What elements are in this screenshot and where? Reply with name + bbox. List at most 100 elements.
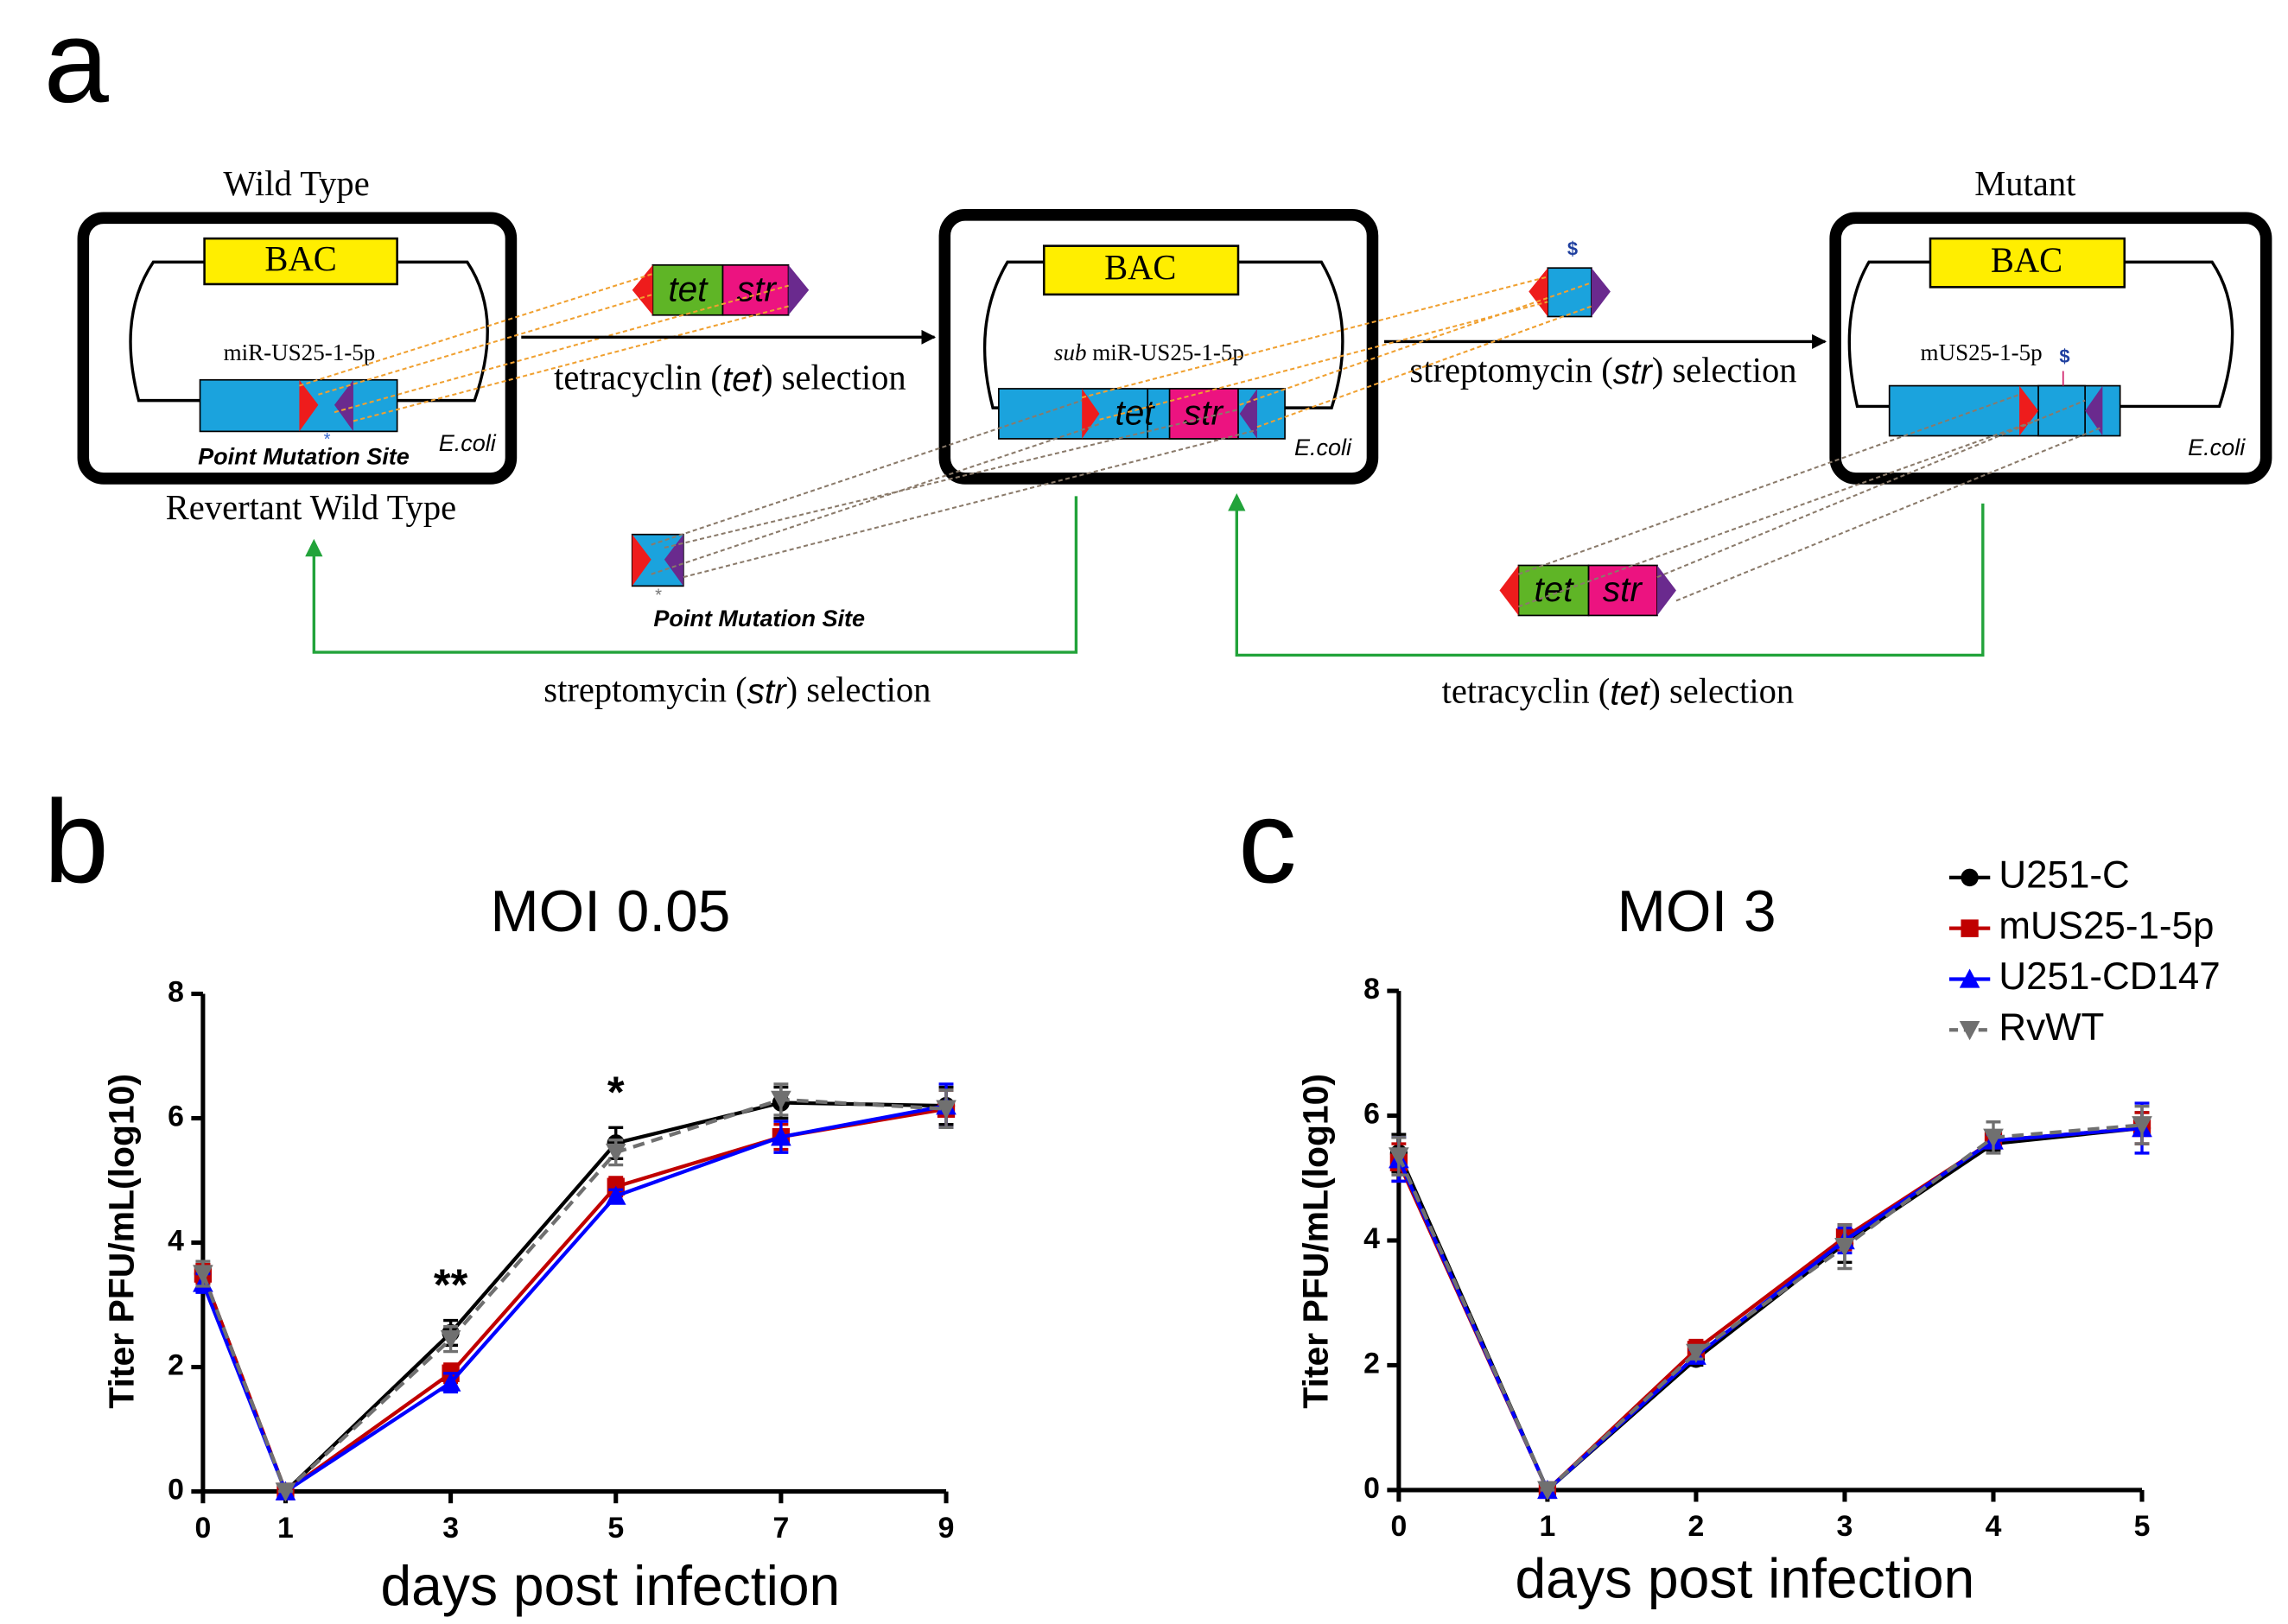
purple-site	[664, 534, 683, 587]
selection-label: tetracyclin (tet) selection	[554, 358, 906, 399]
green-arrow	[1228, 492, 1985, 657]
x-tick-label: 9	[938, 1512, 955, 1545]
bac-box	[203, 237, 398, 286]
legend-label: U251-CD147	[1999, 955, 2220, 998]
tet-box	[1517, 564, 1590, 617]
series-line	[200, 1097, 947, 1495]
series-line	[1396, 1126, 2143, 1494]
wild-type-label: Wild Type	[223, 164, 369, 203]
red-site	[2019, 385, 2039, 436]
purple-site	[1656, 565, 1676, 616]
str-box	[721, 263, 790, 316]
legend-marker	[1959, 968, 1980, 988]
sub-site: miR-US25-1-5p	[1086, 339, 1243, 365]
bac-label: BAC	[1991, 240, 2062, 279]
bac-box	[1042, 244, 1240, 296]
chart: c MOI 3 days post infection Titer PFU/mL(lo…	[1238, 776, 2221, 1610]
marker	[936, 1100, 957, 1120]
red-site	[632, 534, 651, 587]
x-tick-label: 1	[1540, 1510, 1556, 1543]
selection-prefix: streptomycin (	[1409, 351, 1612, 390]
ecoli-label: E.coli	[439, 429, 497, 456]
str-box	[1587, 564, 1658, 617]
selection-suffix: ) selection	[786, 670, 931, 709]
red-site	[1082, 388, 1100, 439]
marker	[1834, 1237, 1855, 1258]
homology-lines	[299, 273, 789, 422]
selection-label: streptomycin (str) selection	[543, 670, 931, 711]
selection-suffix: ) selection	[1649, 672, 1794, 711]
purple-site	[788, 264, 810, 315]
homology-lines	[1518, 393, 2103, 608]
str-label: str	[1603, 569, 1643, 609]
selection-label: tetracyclin (tet) selection	[1442, 672, 1795, 713]
y-tick-label: 2	[168, 1348, 184, 1381]
y-tick-label: 0	[168, 1473, 184, 1506]
homology-lines	[1081, 276, 1592, 428]
y-tick-label: 4	[1363, 1222, 1380, 1255]
y-tick-label: 2	[1363, 1347, 1380, 1380]
marker	[440, 1372, 461, 1392]
x-axis-label: days post infection	[380, 1555, 840, 1617]
series-line	[1396, 1126, 2143, 1494]
x-tick-label: 5	[2134, 1510, 2151, 1543]
annotation: **	[434, 1259, 468, 1309]
ecoli-label: E.coli	[1294, 434, 1352, 460]
x-tick-label: 3	[1837, 1510, 1853, 1543]
diagram: a BAC BAC BAC * Point Mutation Site miR-…	[44, 0, 2272, 713]
marker	[1686, 1343, 1706, 1363]
selection-suffix: ) selection	[761, 358, 906, 397]
revertant-label: Revertant Wild Type	[166, 488, 456, 527]
sub-box	[938, 209, 1379, 485]
mutation-star: *	[324, 430, 331, 449]
purple-site	[1591, 268, 1611, 317]
chart-title: MOI 0.05	[490, 879, 730, 944]
cassette	[199, 378, 398, 433]
series-line	[200, 1107, 947, 1494]
y-tick-label: 4	[168, 1224, 184, 1257]
dollar-mark: $	[2059, 346, 2069, 367]
chart: b MOI 0.05 days post infection Titer PFU/mL…	[44, 776, 957, 1617]
y-tick-label: 0	[1363, 1472, 1380, 1505]
series-line	[200, 1101, 947, 1495]
y-tick-label: 6	[1363, 1097, 1380, 1130]
site-label: miR-US25-1-5p	[224, 339, 376, 365]
legend-label: RvWT	[1999, 1006, 2104, 1049]
mutant-box	[1829, 212, 2272, 485]
marker	[440, 1329, 461, 1350]
purple-site	[2085, 385, 2103, 436]
selection-prefix: tetracyclin (	[554, 358, 722, 397]
series-line	[200, 1104, 947, 1494]
x-tick-label: 4	[1986, 1510, 2002, 1543]
bac-label: BAC	[264, 239, 336, 278]
chart-title: MOI 3	[1617, 879, 1776, 944]
selection-label: streptomycin (str) selection	[1409, 351, 1796, 391]
marker	[1983, 1128, 2004, 1148]
y-axis-label: Titer PFU/mL(log10)	[1296, 1074, 1336, 1409]
mutant-label: Mutant	[1974, 164, 2076, 203]
tet-label: tet	[1115, 392, 1155, 432]
x-tick-label: 7	[772, 1512, 789, 1545]
marker	[193, 1265, 213, 1285]
legend-label: U251-C	[1999, 853, 2129, 896]
cassette	[1547, 267, 1592, 318]
bac-box	[1929, 237, 2126, 289]
annotation: *	[607, 1067, 625, 1116]
purple-site	[334, 379, 353, 432]
x-tick-label: 0	[1390, 1510, 1407, 1543]
series-line	[1396, 1126, 2143, 1494]
panel-label: c	[1238, 776, 1297, 908]
plasmid	[129, 260, 489, 403]
selection-suffix: ) selection	[1652, 351, 1797, 390]
sub-prefix: sub	[1054, 339, 1087, 365]
plasmid	[1847, 260, 2234, 409]
mutation-star: *	[655, 587, 662, 606]
wt-box	[77, 212, 518, 485]
red-site	[299, 379, 319, 432]
str-box	[1168, 388, 1239, 440]
marker	[275, 1482, 296, 1502]
legend-marker	[1959, 1021, 1980, 1041]
selection-drug: tet	[722, 358, 763, 398]
y-axis-label: Titer PFU/mL(log10)	[102, 1074, 142, 1409]
